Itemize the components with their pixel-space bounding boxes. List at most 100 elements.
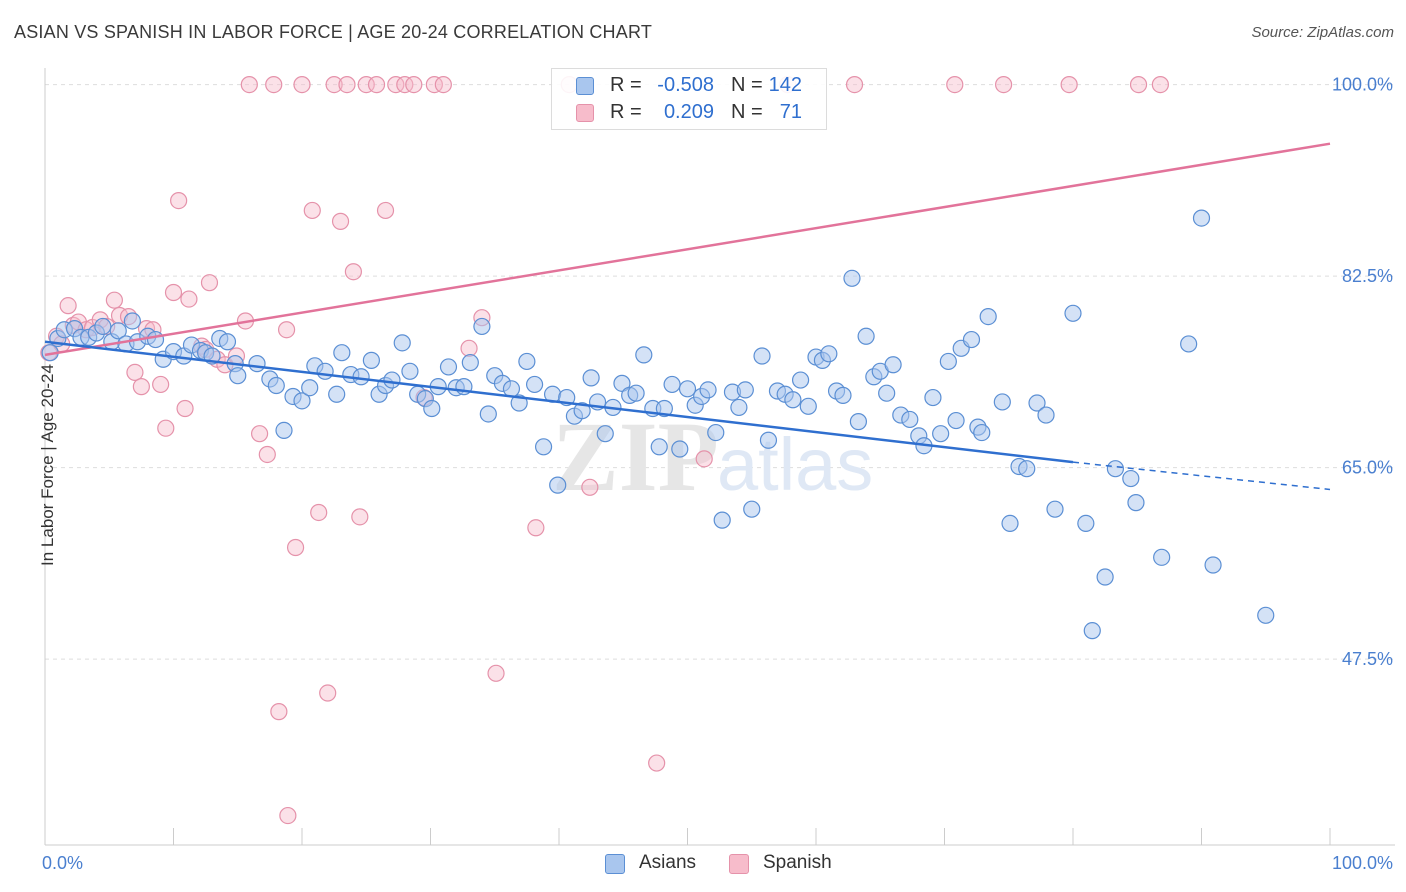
asian-point: [549, 476, 567, 494]
spanish-point: [648, 754, 666, 772]
asian-point: [1127, 494, 1145, 512]
spanish-point: [387, 75, 405, 94]
asian-point: [784, 391, 802, 409]
asian-point: [743, 500, 761, 518]
asian-point: [267, 376, 285, 395]
spanish-point: [405, 75, 423, 94]
source-credit: Source: ZipAtlas.com: [1251, 24, 1394, 41]
asian-point: [753, 347, 771, 365]
spanish-point: [319, 684, 337, 702]
asian-point: [1096, 568, 1114, 586]
asian-points: [41, 209, 1275, 640]
asian-point: [510, 394, 528, 412]
spanish-point: [995, 75, 1013, 94]
spanish-point: [1151, 75, 1169, 94]
spanish-trend-line: [44, 142, 1331, 357]
asian-point: [534, 438, 553, 456]
spanish-point: [1060, 75, 1078, 94]
asian-point: [525, 375, 544, 394]
asian-point: [635, 346, 653, 364]
asian-point: [352, 368, 370, 386]
spanish-point: [157, 419, 175, 437]
asian-point: [843, 269, 861, 287]
asian-point: [663, 375, 681, 394]
legend-r-label: R =: [610, 101, 642, 123]
legend-n-label: N =: [731, 101, 763, 123]
asian-point: [759, 431, 778, 449]
spanish-point: [303, 201, 321, 220]
spanish-point: [286, 538, 305, 557]
x-tick-label: 0.0%: [42, 853, 83, 873]
asians-legend-label: Asians: [639, 852, 697, 873]
asian-point: [736, 381, 754, 399]
asian-point: [229, 367, 247, 385]
correlation-legend: R = -0.508 N = 142 R = 0.209 N = 71: [551, 68, 827, 130]
asian-point: [973, 423, 991, 442]
asian-point: [884, 356, 902, 374]
spanish-point: [270, 703, 288, 721]
asian-point: [461, 353, 479, 372]
asian-point: [678, 380, 697, 398]
spanish-point: [250, 425, 269, 443]
spanish-point: [59, 297, 77, 315]
asian-point: [473, 317, 491, 336]
asian-point: [393, 334, 411, 352]
asian-point: [218, 333, 237, 351]
asian-point: [947, 411, 965, 430]
spanish-point: [695, 450, 713, 468]
asian-point: [993, 393, 1011, 411]
chart-title: ASIAN VS SPANISH IN LABOR FORCE | AGE 20…: [14, 22, 653, 42]
spanish-point: [331, 212, 350, 230]
asian-point: [248, 355, 266, 373]
asian-point: [1122, 469, 1140, 488]
asian-point: [699, 381, 717, 399]
asian-point: [362, 351, 380, 369]
spanish-point: [258, 445, 276, 464]
asian-point: [979, 307, 997, 326]
y-tick-label: 47.5%: [1342, 649, 1393, 669]
asians-legend-swatch: [605, 854, 625, 874]
asian-point: [1046, 500, 1064, 518]
asian-point: [1077, 514, 1095, 533]
legend-r-value-asians: -0.508: [657, 74, 714, 96]
asian-point: [1153, 548, 1171, 566]
asian-point: [834, 386, 852, 404]
spanish-point: [240, 75, 258, 94]
asian-point: [849, 413, 868, 431]
spanish-point: [460, 339, 478, 357]
asian-point: [275, 421, 293, 439]
y-tick-label: 65.0%: [1342, 458, 1393, 478]
asian-point: [1192, 209, 1211, 227]
spanish-point: [425, 75, 443, 94]
asian-point: [293, 392, 311, 410]
spanish-point: [170, 191, 188, 210]
asian-point: [301, 379, 319, 397]
asian-point: [650, 438, 668, 456]
spanish-point: [434, 75, 452, 94]
spanish-point: [279, 806, 297, 825]
asian-point: [791, 371, 810, 389]
asian-trend-line: [44, 340, 1074, 464]
asian-point: [1037, 406, 1055, 424]
asian-point: [1257, 606, 1275, 624]
spanish-point: [1129, 75, 1148, 94]
asian-point: [123, 312, 141, 330]
spanish-point: [376, 201, 395, 220]
asian-point: [596, 425, 614, 443]
legend-n-value-asians: 142: [768, 74, 802, 96]
asian-point: [439, 358, 458, 376]
legend-row-spanish: R = 0.209 N = 71: [552, 101, 826, 127]
asian-point: [939, 352, 957, 371]
asian-point: [479, 405, 497, 423]
x-tick-label: 100.0%: [1332, 853, 1393, 873]
asian-point: [1180, 335, 1198, 353]
spanish-point: [946, 75, 964, 94]
asian-point: [962, 330, 981, 349]
spanish-point: [581, 478, 599, 496]
asian-point: [423, 399, 441, 418]
legend-r-label: R =: [610, 74, 642, 96]
asian-point: [707, 423, 725, 442]
spanish-point: [180, 290, 198, 308]
asian-point: [316, 362, 334, 380]
asian-point: [671, 440, 689, 458]
